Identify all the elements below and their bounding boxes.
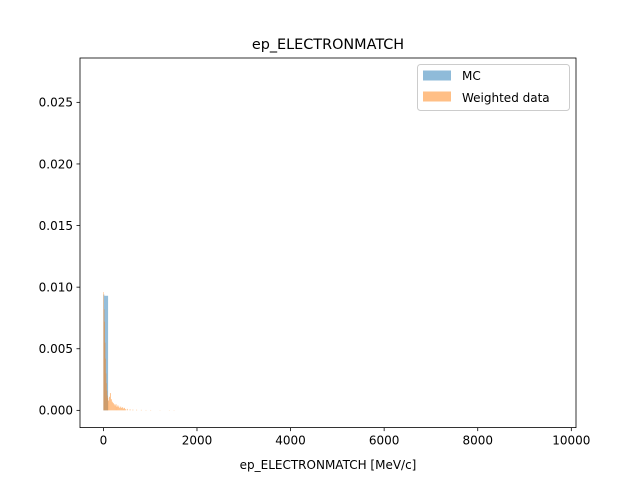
legend-swatch-weighted-data: [423, 92, 451, 102]
bar-weighted-data-10: [108, 400, 109, 410]
chart-title: ep_ELECTRONMATCH: [252, 37, 404, 53]
legend-label-mc: MC: [462, 69, 481, 83]
x-tick-label-4: 8000: [462, 434, 493, 448]
y-tick-label-1: 0.005: [39, 342, 73, 356]
bar-weighted-data-14: [112, 402, 113, 411]
bar-weighted-data-13: [111, 399, 112, 410]
bar-weighted-data-18: [116, 404, 117, 410]
bar-weighted-data-30: [130, 409, 131, 410]
x-tick-label-3: 6000: [369, 434, 400, 448]
bar-weighted-data-12: [110, 393, 111, 410]
bar-weighted-data-28: [125, 409, 126, 410]
bar-weighted-data-19: [116, 407, 117, 411]
legend: MC Weighted data: [418, 65, 570, 111]
y-tick-label-4: 0.020: [39, 157, 73, 171]
x-tick-label-0: 0: [100, 434, 108, 448]
y-tick-label-0: 0.000: [39, 404, 73, 418]
y-tick-label-2: 0.010: [39, 280, 73, 294]
bar-weighted-data-16: [114, 404, 115, 410]
bar-weighted-data-25: [122, 407, 123, 410]
legend-swatch-mc: [423, 71, 451, 81]
bar-mc-4: [107, 296, 108, 411]
x-tick-label-5: 10000: [552, 434, 590, 448]
bar-weighted-data-27: [124, 408, 125, 410]
bar-weighted-data-23: [120, 407, 121, 411]
bar-weighted-data-21: [118, 407, 119, 411]
y-tick-label-5: 0.025: [39, 96, 73, 110]
legend-label-weighted-data: Weighted data: [462, 91, 550, 105]
x-tick-label-1: 2000: [182, 434, 213, 448]
x-axis-label: ep_ELECTRONMATCH [MeV/c]: [240, 458, 417, 472]
bar-weighted-data-26: [123, 409, 124, 411]
bar-weighted-data-11: [109, 397, 110, 411]
bar-weighted-data-29: [127, 409, 128, 410]
bar-weighted-data-20: [117, 405, 118, 410]
bar-weighted-data-22: [119, 408, 120, 410]
bar-weighted-data-15: [113, 403, 114, 410]
bar-weighted-data-31: [132, 410, 133, 411]
bar-weighted-data-32: [136, 410, 137, 411]
bar-weighted-data-17: [115, 405, 116, 410]
y-tick-label-3: 0.015: [39, 219, 73, 233]
x-tick-label-2: 4000: [275, 434, 306, 448]
bar-weighted-data-24: [121, 408, 122, 410]
